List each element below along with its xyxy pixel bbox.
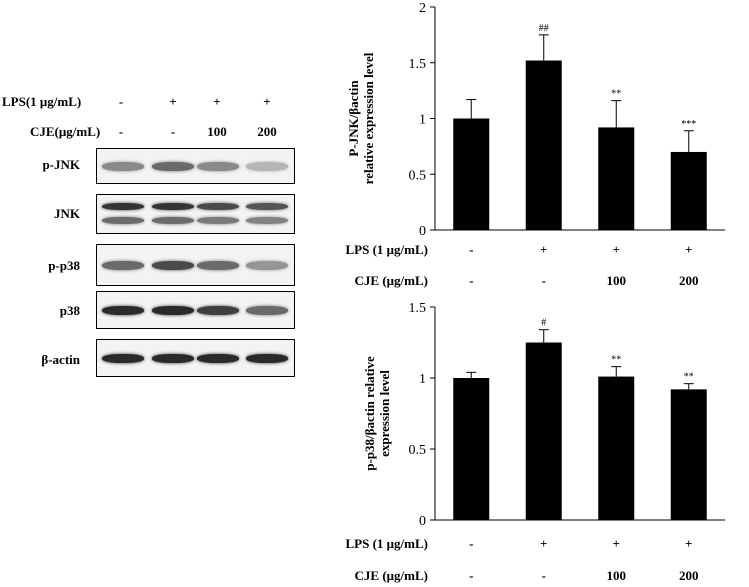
wb-cje-value: 200 bbox=[257, 124, 277, 139]
blot-band bbox=[246, 305, 288, 315]
blot-band bbox=[102, 216, 144, 224]
blot-band bbox=[246, 260, 288, 270]
y-tick-label: 0 bbox=[419, 514, 426, 529]
treatment-value: + bbox=[613, 242, 620, 257]
bar bbox=[453, 378, 490, 520]
wb-cje-value: - bbox=[170, 124, 176, 139]
blot-band bbox=[152, 305, 194, 315]
significance-label: ** bbox=[611, 355, 621, 366]
blot-band bbox=[197, 305, 239, 315]
blot-band bbox=[152, 216, 194, 224]
treatment-value: 100 bbox=[607, 273, 627, 288]
treatment-value: - bbox=[469, 568, 473, 583]
blot-band bbox=[246, 216, 288, 224]
wb-cje-value: 100 bbox=[207, 124, 227, 139]
blot-band bbox=[102, 353, 144, 363]
blot-band bbox=[246, 161, 288, 171]
y-tick-label: 1.5 bbox=[409, 301, 427, 316]
blot-band bbox=[246, 353, 288, 363]
blot-band bbox=[102, 260, 144, 270]
y-axis-label-line: P-JNK/βactin bbox=[346, 80, 361, 157]
blot-band bbox=[102, 305, 144, 315]
bar bbox=[525, 342, 562, 520]
blot-band bbox=[152, 202, 194, 210]
blot-band bbox=[197, 161, 239, 171]
y-tick-label: 2 bbox=[419, 1, 426, 16]
treatment-value: - bbox=[469, 536, 473, 551]
bar bbox=[670, 151, 707, 230]
wb-cje-value: - bbox=[118, 124, 124, 139]
treatment-value: 200 bbox=[679, 273, 699, 288]
y-axis-label-line: expression level bbox=[377, 370, 392, 457]
y-axis-label-line: p-p38/βactin relative bbox=[362, 356, 377, 471]
blot-image-p-jnk bbox=[96, 148, 295, 184]
wb-lps-value: + bbox=[213, 94, 221, 109]
blot-band bbox=[102, 161, 144, 171]
p-jnk-bar-chart: 00.511.52##*****LPS (1 μg/mL) - + + +CJE (μg… bbox=[346, 1, 725, 288]
blot-image-p-p38 bbox=[96, 244, 295, 286]
bar bbox=[670, 389, 707, 520]
treatment-row-label: LPS (1 μg/mL) bbox=[346, 242, 428, 257]
y-axis-label-line: relative expression level bbox=[361, 52, 376, 184]
treatment-value: - bbox=[469, 242, 473, 257]
y-tick-label: 0.5 bbox=[409, 443, 427, 458]
treatment-value: - bbox=[542, 568, 546, 583]
blot-image-p38 bbox=[96, 291, 295, 329]
blot-band bbox=[152, 260, 194, 270]
blot-label-p-jnk: p-JNK bbox=[42, 157, 80, 172]
y-tick-label: 1 bbox=[419, 372, 426, 387]
wb-cje-label: CJE(μg/mL) bbox=[30, 124, 101, 139]
blot-label-p-p38: p-p38 bbox=[48, 258, 80, 273]
blot-band bbox=[197, 202, 239, 210]
treatment-value: 100 bbox=[607, 568, 627, 583]
treatment-value: 200 bbox=[679, 568, 699, 583]
y-axis-label: p-p38/βactin relative expression level bbox=[362, 356, 392, 471]
wb-lps-value: - bbox=[118, 94, 124, 109]
y-axis-label: P-JNK/βactin relative expression level bbox=[346, 52, 376, 184]
y-tick-label: 0 bbox=[419, 224, 426, 239]
significance-label: ** bbox=[611, 89, 621, 100]
treatment-row-label: LPS (1 μg/mL) bbox=[346, 536, 428, 551]
blot-band bbox=[152, 161, 194, 171]
blot-image-jnk bbox=[96, 194, 295, 234]
y-tick-label: 0.5 bbox=[409, 168, 427, 183]
wb-lps-value: + bbox=[169, 94, 177, 109]
treatment-row-label: CJE (μg/mL) bbox=[355, 568, 428, 583]
significance-label: ## bbox=[539, 23, 549, 34]
significance-label: ** bbox=[684, 372, 694, 383]
blot-image-beta-actin bbox=[96, 339, 295, 377]
treatment-value: - bbox=[542, 273, 546, 288]
blot-band bbox=[102, 202, 144, 210]
blot-band bbox=[197, 353, 239, 363]
treatment-value: + bbox=[540, 242, 547, 257]
bar bbox=[598, 127, 635, 230]
blot-label-jnk: JNK bbox=[54, 206, 80, 221]
treatment-value: + bbox=[685, 242, 692, 257]
blot-label-beta-actin: β-actin bbox=[41, 352, 80, 367]
blot-label-p38: p38 bbox=[59, 303, 80, 318]
bar bbox=[525, 60, 562, 230]
significance-label: # bbox=[541, 318, 546, 329]
treatment-value: + bbox=[540, 536, 547, 551]
y-tick-label: 1.5 bbox=[409, 57, 427, 72]
treatment-value: + bbox=[685, 536, 692, 551]
wb-lps-value: + bbox=[263, 94, 271, 109]
significance-label: *** bbox=[681, 119, 696, 130]
blot-band bbox=[197, 260, 239, 270]
y-tick-label: 1 bbox=[419, 113, 426, 128]
wb-lps-label: LPS(1 μg/mL) bbox=[2, 94, 82, 109]
bar bbox=[453, 118, 490, 230]
blot-band bbox=[246, 202, 288, 210]
p-p38-bar-chart: 0 0.5 1 1.5 # ** ** LPS (1 μg/mL) - + + + CJE (μg/mL… bbox=[346, 301, 725, 583]
bar bbox=[598, 376, 635, 520]
treatment-value: - bbox=[469, 273, 473, 288]
blot-band bbox=[152, 353, 194, 363]
treatment-value: + bbox=[613, 536, 620, 551]
blot-band bbox=[197, 216, 239, 224]
treatment-row-label: CJE (μg/mL) bbox=[355, 273, 428, 288]
